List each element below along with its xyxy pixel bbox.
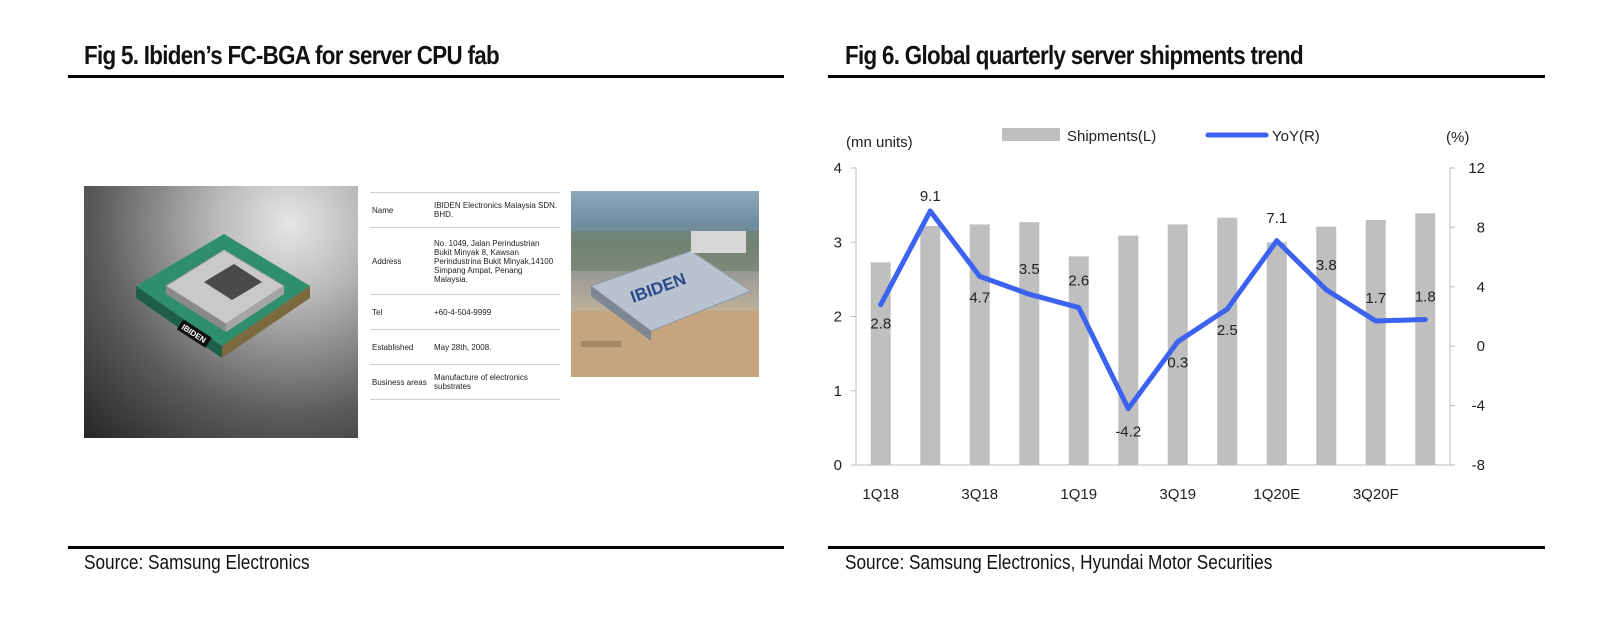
left-tick-label: 2 bbox=[834, 309, 842, 326]
fig5-top-rule bbox=[68, 75, 784, 78]
yoy-point bbox=[1323, 287, 1329, 293]
right-tick-label: 8 bbox=[1477, 219, 1485, 236]
shipment-bar bbox=[1415, 213, 1436, 465]
yoy-point bbox=[878, 302, 884, 308]
yoy-data-label: -4.2 bbox=[1115, 424, 1141, 441]
x-tick-label: 3Q20F bbox=[1353, 486, 1399, 503]
x-tick-label: 3Q18 bbox=[961, 486, 998, 503]
shipment-bar bbox=[870, 262, 891, 465]
yoy-data-label: 0.3 bbox=[1167, 355, 1188, 372]
right-tick-label: -4 bbox=[1472, 398, 1485, 415]
shipment-bar bbox=[1266, 242, 1287, 465]
fab-illustration: IBIDEN bbox=[571, 231, 759, 377]
info-value: +60-4-504-9999 bbox=[432, 294, 560, 330]
fig6-title: Fig 6. Global quarterly server shipments… bbox=[845, 40, 1304, 70]
legend-yoy-label: YoY(R) bbox=[1272, 128, 1320, 145]
right-axis-title: (%) bbox=[1446, 129, 1469, 146]
company-info-table: Name IBIDEN Electronics Malaysia SDN. BHD… bbox=[370, 192, 560, 400]
info-value: IBIDEN Electronics Malaysia SDN. BHD. bbox=[432, 192, 560, 228]
fig5-title: Fig 5. Ibiden’s FC-BGA for server CPU fa… bbox=[84, 40, 500, 70]
yoy-data-label: 9.1 bbox=[920, 188, 941, 205]
info-value: Manufacture of electronics substrates bbox=[432, 364, 560, 400]
shipment-bar bbox=[1365, 219, 1386, 465]
info-key: Tel bbox=[370, 294, 432, 330]
yoy-point bbox=[1422, 316, 1428, 322]
yoy-data-label: 2.6 bbox=[1068, 273, 1089, 290]
yoy-point bbox=[1175, 339, 1181, 345]
info-value: No. 1049, Jalan Perindustrian Bukit Miny… bbox=[432, 227, 560, 295]
x-tick-label: 1Q18 bbox=[862, 486, 899, 503]
left-tick-label: 4 bbox=[834, 160, 842, 177]
fig6-source: Source: Samsung Electronics, Hyundai Mot… bbox=[845, 552, 1273, 574]
yoy-data-label: 4.7 bbox=[969, 289, 990, 306]
info-row: Business areas Manufacture of electronics… bbox=[370, 364, 560, 400]
right-tick-label: 4 bbox=[1477, 279, 1485, 296]
yoy-data-label: 2.5 bbox=[1217, 322, 1238, 339]
right-tick-label: 0 bbox=[1477, 338, 1485, 355]
left-axis-title: (mn units) bbox=[846, 134, 913, 151]
fig5-bottom-rule bbox=[68, 546, 784, 549]
fig6-top-rule bbox=[828, 75, 1545, 78]
yoy-point bbox=[1274, 238, 1280, 244]
fcbga-chip-photo: IBIDEN bbox=[84, 186, 358, 438]
right-tick-label: 12 bbox=[1468, 160, 1485, 177]
shipment-bar bbox=[920, 225, 941, 465]
left-tick-label: 0 bbox=[834, 457, 842, 474]
yoy-point bbox=[927, 208, 933, 214]
yoy-data-label: 7.1 bbox=[1266, 210, 1287, 227]
info-row: Name IBIDEN Electronics Malaysia SDN. BHD… bbox=[370, 192, 560, 228]
shipment-bar bbox=[1217, 217, 1238, 465]
shipment-bar bbox=[969, 224, 990, 465]
info-key: Business areas bbox=[370, 364, 432, 400]
x-tick-label: 1Q19 bbox=[1060, 486, 1097, 503]
shipment-bar bbox=[1118, 235, 1139, 465]
yoy-point bbox=[1373, 318, 1379, 324]
x-tick-label: 1Q20E bbox=[1253, 486, 1300, 503]
yoy-point bbox=[1125, 406, 1131, 412]
yoy-point bbox=[1026, 291, 1032, 297]
yoy-data-label: 1.7 bbox=[1365, 290, 1386, 307]
fig6-bottom-rule bbox=[828, 546, 1545, 549]
info-row: Established May 28th, 2008. bbox=[370, 329, 560, 365]
shipment-bar bbox=[1019, 222, 1040, 465]
chip-illustration: IBIDEN bbox=[136, 234, 310, 358]
info-value: May 28th, 2008. bbox=[432, 329, 560, 365]
yoy-point bbox=[1076, 305, 1082, 311]
left-tick-label: 3 bbox=[834, 234, 842, 251]
info-key: Address bbox=[370, 227, 432, 295]
fig5-source: Source: Samsung Electronics bbox=[84, 552, 310, 574]
right-tick-label: -8 bbox=[1472, 457, 1485, 474]
x-tick-label: 3Q19 bbox=[1159, 486, 1196, 503]
legend-shipments-swatch bbox=[1002, 128, 1060, 141]
yoy-data-label: 1.8 bbox=[1415, 288, 1436, 305]
info-key: Name bbox=[370, 192, 432, 228]
yoy-line bbox=[878, 208, 1428, 412]
info-row: Address No. 1049, Jalan Perindustrian Buk… bbox=[370, 227, 560, 295]
yoy-point bbox=[977, 273, 983, 279]
left-tick-label: 1 bbox=[834, 383, 842, 400]
yoy-point bbox=[1224, 306, 1230, 312]
legend-shipments-label: Shipments(L) bbox=[1067, 128, 1156, 145]
fab-aerial-photo: IBIDEN bbox=[571, 191, 759, 377]
info-row: Tel +60-4-504-9999 bbox=[370, 294, 560, 330]
yoy-data-label: 2.8 bbox=[870, 316, 891, 333]
yoy-data-label: 3.5 bbox=[1019, 261, 1040, 278]
yoy-data-label: 3.8 bbox=[1316, 257, 1337, 274]
info-key: Established bbox=[370, 329, 432, 365]
